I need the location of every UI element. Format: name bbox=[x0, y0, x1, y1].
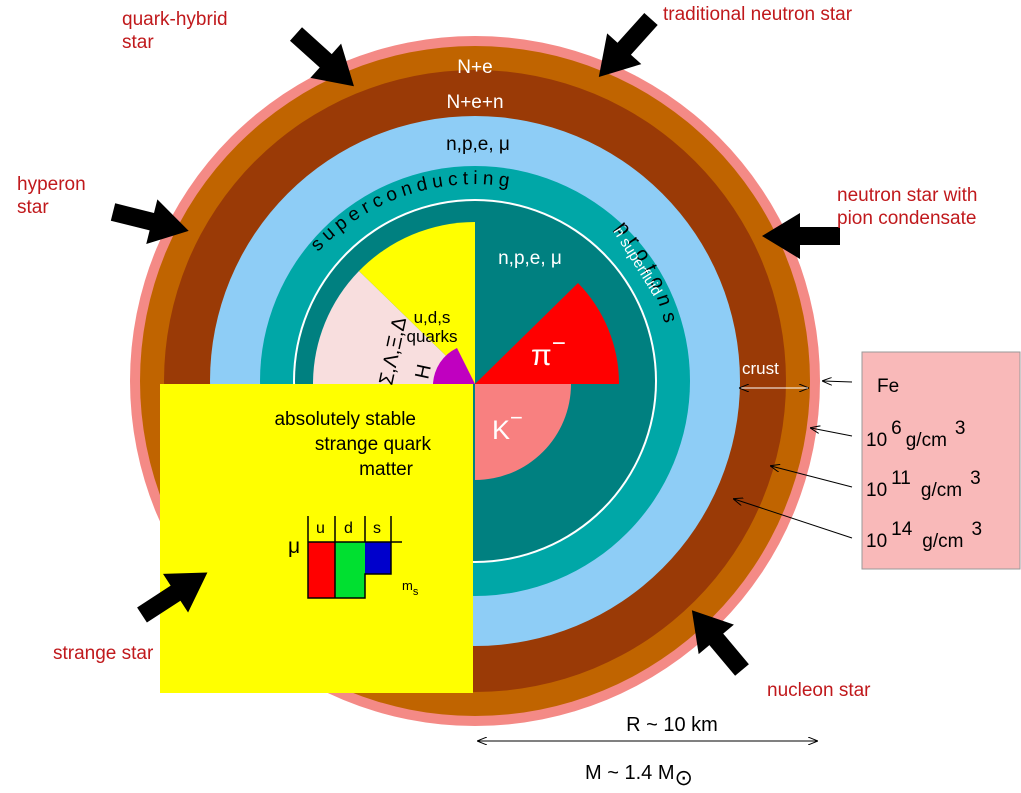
density-base-3: 10 bbox=[866, 531, 887, 552]
kaon-symbol: K bbox=[492, 415, 510, 445]
pointer-1e11 bbox=[771, 466, 853, 488]
density-base-2: 10 bbox=[866, 480, 887, 501]
ms-label: ms bbox=[402, 578, 419, 598]
density-row-1: 106g/cm 3 bbox=[866, 418, 965, 451]
label-pion-line1: neutron star with bbox=[837, 185, 977, 206]
label-strange: strange star bbox=[53, 643, 154, 664]
strange-matter-region bbox=[160, 384, 473, 693]
layer-label-npe-mu-inner: n,p,e, μ bbox=[498, 248, 562, 269]
kaon-condensate-region bbox=[475, 384, 571, 480]
arrow-quark-hybrid bbox=[289, 27, 354, 87]
density-unit-exp-3: 3 bbox=[971, 519, 982, 540]
pion-label: π− bbox=[531, 330, 566, 372]
u-quark-bar bbox=[308, 542, 335, 598]
layer-label-n-e-n: N+e+n bbox=[446, 92, 503, 113]
arrow-traditional bbox=[598, 12, 658, 77]
hyperon-sector bbox=[313, 271, 475, 384]
crust-label: crust bbox=[742, 359, 779, 378]
label-nucleon: nucleon star bbox=[767, 680, 871, 701]
radius-label: R ~ 10 km bbox=[626, 714, 718, 736]
strange-matter-line1: absolutely stable bbox=[274, 409, 416, 430]
density-exp-2: 11 bbox=[891, 468, 911, 489]
h-dibaryon-label: H bbox=[411, 362, 436, 381]
kaon-charge: − bbox=[510, 405, 523, 430]
s-quark-label: s bbox=[373, 520, 381, 537]
star-type-arrows bbox=[110, 12, 840, 676]
quark-fermi-levels: μ u d s ms bbox=[288, 516, 419, 599]
layer-label-n-e: N+e bbox=[457, 57, 492, 78]
density-unit-1: g/cm bbox=[906, 430, 947, 451]
uds-quarks-label-line2: quarks bbox=[406, 327, 457, 346]
arrow-pion bbox=[762, 213, 840, 259]
mu-axis-label: μ bbox=[288, 535, 300, 558]
density-box bbox=[861, 351, 1021, 570]
pointer-fe bbox=[823, 381, 853, 382]
arrow-nucleon bbox=[691, 610, 749, 676]
uds-quark-sector bbox=[359, 222, 475, 384]
label-hyperon-line2: star bbox=[17, 197, 49, 218]
strange-matter-line2: strange quark bbox=[315, 434, 432, 455]
density-pointers bbox=[734, 381, 853, 539]
ms-symbol: m bbox=[402, 578, 413, 593]
pion-symbol: π bbox=[531, 339, 552, 372]
mass-value: M ~ 1.4 M bbox=[585, 762, 674, 784]
d-quark-bar bbox=[335, 542, 365, 598]
density-unit-2: g/cm bbox=[921, 480, 962, 501]
label-quark-hybrid-line1: quark-hybrid bbox=[122, 9, 228, 30]
pointer-1e14 bbox=[734, 499, 853, 539]
density-exp-1: 6 bbox=[891, 418, 902, 439]
u-quark-label: u bbox=[316, 520, 325, 537]
ms-subscript: s bbox=[413, 586, 419, 598]
h-dibaryon-sector bbox=[433, 348, 475, 384]
density-exp-3: 14 bbox=[891, 519, 913, 540]
solar-mass-symbol: ⊙ bbox=[674, 765, 692, 790]
density-row-2: 1011 g/cm 3 bbox=[866, 468, 981, 501]
density-row-3: 1014 g/cm 3 bbox=[866, 519, 982, 552]
pointer-1e6 bbox=[811, 428, 853, 437]
pion-charge: − bbox=[552, 330, 566, 357]
d-quark-label: d bbox=[344, 520, 353, 537]
density-unit-exp-2: 3 bbox=[970, 468, 981, 489]
kaon-label: K− bbox=[492, 405, 523, 445]
iron-label: Fe bbox=[877, 376, 899, 397]
label-pion-line2: pion condensate bbox=[837, 208, 976, 229]
quark-level-frame bbox=[307, 516, 402, 599]
density-base-1: 10 bbox=[866, 430, 887, 451]
layer-label-npe-mu-outer: n,p,e, μ bbox=[446, 134, 510, 155]
mass-label: M ~ 1.4 M⊙ bbox=[585, 762, 693, 790]
uds-quarks-label-line1: u,d,s bbox=[414, 308, 451, 327]
arrow-strange bbox=[137, 572, 208, 623]
density-unit-exp-1: 3 bbox=[955, 418, 966, 439]
strange-matter-line3: matter bbox=[359, 459, 414, 480]
arrow-hyperon bbox=[110, 199, 189, 244]
pion-condensate-sector bbox=[475, 283, 620, 384]
density-unit-3: g/cm bbox=[922, 531, 963, 552]
label-hyperon-line1: hyperon bbox=[17, 174, 86, 195]
label-traditional: traditional neutron star bbox=[663, 4, 853, 25]
label-quark-hybrid-line2: star bbox=[122, 32, 154, 53]
s-quark-bar bbox=[365, 542, 391, 574]
